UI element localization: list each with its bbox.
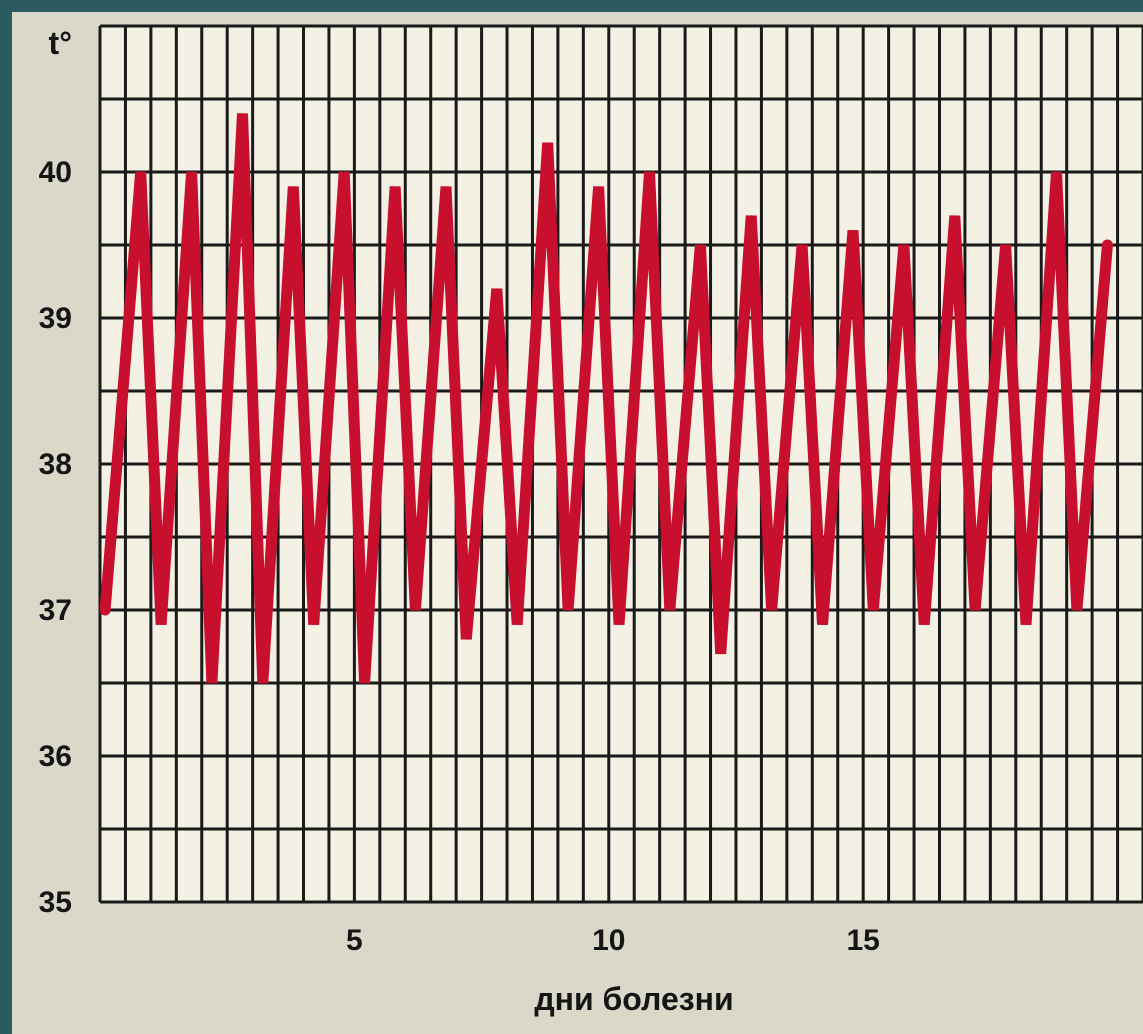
temperature-point (445, 186, 447, 188)
temperature-point (1005, 244, 1007, 246)
temperature-point (1106, 244, 1108, 246)
temperature-point (720, 653, 722, 655)
temperature-point (414, 609, 416, 611)
x-axis-label: дни болезни (534, 981, 733, 1017)
temperature-point (821, 624, 823, 626)
y-tick-label: 40 (39, 156, 72, 189)
temperature-point (547, 142, 549, 144)
temperature-point (618, 624, 620, 626)
temperature-point (211, 682, 213, 684)
temperature-point (598, 186, 600, 188)
temperature-point (903, 244, 905, 246)
x-tick-label: 10 (592, 924, 625, 957)
temperature-point (496, 288, 498, 290)
temperature-point (771, 609, 773, 611)
slide-top-strip (0, 0, 1143, 12)
temperature-point (852, 229, 854, 231)
temperature-point (343, 171, 345, 173)
temperature-point (923, 624, 925, 626)
temperature-point (1076, 609, 1078, 611)
temperature-point (516, 624, 518, 626)
temperature-point (364, 682, 366, 684)
temperature-point (567, 609, 569, 611)
temperature-point (954, 215, 956, 217)
temperature-point (241, 113, 243, 115)
y-axis-label: t° (49, 25, 72, 61)
temperature-point (104, 609, 106, 611)
y-tick-label: 35 (39, 886, 72, 919)
y-tick-labels: 35 36 37 38 39 40 (39, 156, 72, 919)
temperature-point (140, 171, 142, 173)
x-tick-label: 15 (846, 924, 879, 957)
x-tick-label: 5 (346, 924, 363, 957)
temperature-point (1056, 171, 1058, 173)
temperature-point (191, 171, 193, 173)
temperature-point (974, 609, 976, 611)
temperature-point (313, 624, 315, 626)
y-tick-label: 39 (39, 302, 72, 335)
temperature-point (750, 215, 752, 217)
temperature-series-line (99, 113, 1113, 684)
temperature-point (1025, 624, 1027, 626)
y-tick-label: 37 (39, 594, 72, 627)
y-tick-label: 36 (39, 740, 72, 773)
temperature-point (801, 244, 803, 246)
temperature-point (262, 682, 264, 684)
temperature-point (160, 624, 162, 626)
temperature-point (394, 186, 396, 188)
temperature-point (872, 609, 874, 611)
y-tick-label: 38 (39, 448, 72, 481)
temperature-point (669, 609, 671, 611)
x-tick-labels: 5 10 15 (346, 924, 880, 957)
temperature-point (292, 186, 294, 188)
temperature-point (648, 171, 650, 173)
temperature-point (465, 638, 467, 640)
slide-left-strip (0, 0, 12, 1034)
series-group (99, 113, 1113, 684)
temperature-point (699, 244, 701, 246)
